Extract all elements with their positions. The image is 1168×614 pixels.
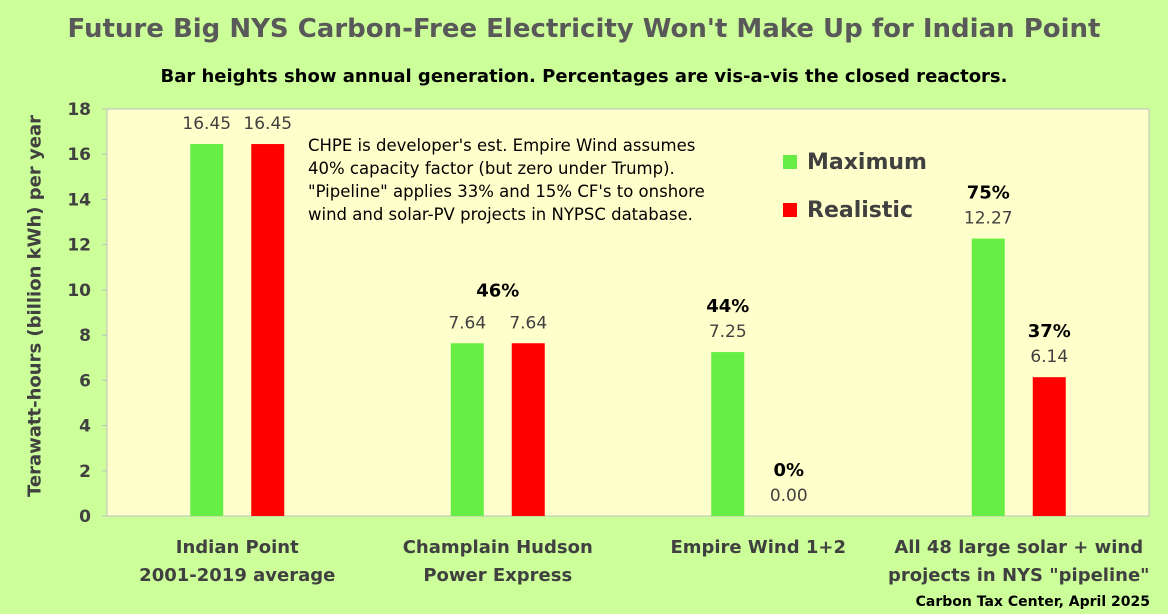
percent-label: 0% — [773, 460, 804, 481]
annotation-line: CHPE is developer's est. Empire Wind ass… — [308, 136, 696, 155]
percent-label: 75% — [967, 183, 1010, 204]
bar-maximum-2 — [450, 343, 484, 516]
bar-maximum-1 — [190, 144, 224, 516]
percent-label: 44% — [706, 296, 749, 317]
legend-swatch-realistic — [783, 203, 797, 217]
percent-label: 37% — [1028, 321, 1071, 342]
category-label: Power Express — [423, 565, 572, 586]
bar-maximum-3 — [711, 352, 745, 516]
category-label: Empire Wind 1+2 — [670, 537, 846, 558]
credit-text: Carbon Tax Center, April 2025 — [915, 594, 1150, 610]
annotation-note: CHPE is developer's est. Empire Wind ass… — [308, 134, 768, 226]
category-label: projects in NYS "pipeline" — [888, 565, 1150, 586]
data-label: 6.14 — [1030, 347, 1068, 367]
legend-label-maximum: Maximum — [807, 149, 927, 175]
legend-swatch-maximum — [783, 155, 797, 169]
category-label: Champlain Hudson — [403, 537, 593, 558]
y-tick-label: 4 — [79, 417, 91, 437]
legend-item-realistic: Realistic — [783, 194, 927, 226]
y-tick-label: 8 — [79, 326, 91, 346]
bar-realistic-2 — [511, 343, 545, 516]
annotation-line: 40% capacity factor (but zero under Trum… — [308, 159, 675, 178]
y-tick-label: 18 — [67, 100, 91, 120]
chart-title: Future Big NYS Carbon-Free Electricity W… — [67, 14, 1101, 44]
bar-realistic-4 — [1032, 377, 1066, 516]
data-label: 7.64 — [448, 313, 486, 333]
percent-label: 46% — [476, 280, 519, 301]
y-tick-label: 16 — [67, 145, 91, 165]
data-label: 7.64 — [509, 313, 547, 333]
legend: Maximum Realistic — [783, 146, 927, 242]
bar-realistic-1 — [251, 144, 285, 516]
data-label: 12.27 — [964, 209, 1013, 229]
y-tick-label: 2 — [79, 462, 91, 482]
category-label: Indian Point — [176, 537, 299, 558]
legend-item-maximum: Maximum — [783, 146, 927, 178]
data-label: 16.45 — [243, 114, 292, 134]
chart-subtitle: Bar heights show annual generation. Perc… — [160, 66, 1008, 87]
data-label: 0.00 — [770, 486, 808, 506]
bar-maximum-4 — [971, 238, 1005, 517]
category-label: All 48 large solar + wind — [894, 537, 1143, 558]
y-tick-label: 14 — [67, 190, 91, 210]
annotation-line: wind and solar-PV projects in NYPSC data… — [308, 205, 693, 224]
y-tick-label: 6 — [79, 371, 91, 391]
annotation-line: "Pipeline" applies 33% and 15% CF's to o… — [308, 182, 705, 201]
category-label: 2001-2019 average — [139, 565, 335, 586]
data-label: 7.25 — [709, 322, 747, 342]
y-tick-label: 12 — [67, 236, 91, 256]
legend-label-realistic: Realistic — [807, 197, 913, 223]
data-label: 16.45 — [182, 114, 231, 134]
y-tick-label: 10 — [67, 281, 91, 301]
y-tick-label: 0 — [79, 507, 91, 527]
